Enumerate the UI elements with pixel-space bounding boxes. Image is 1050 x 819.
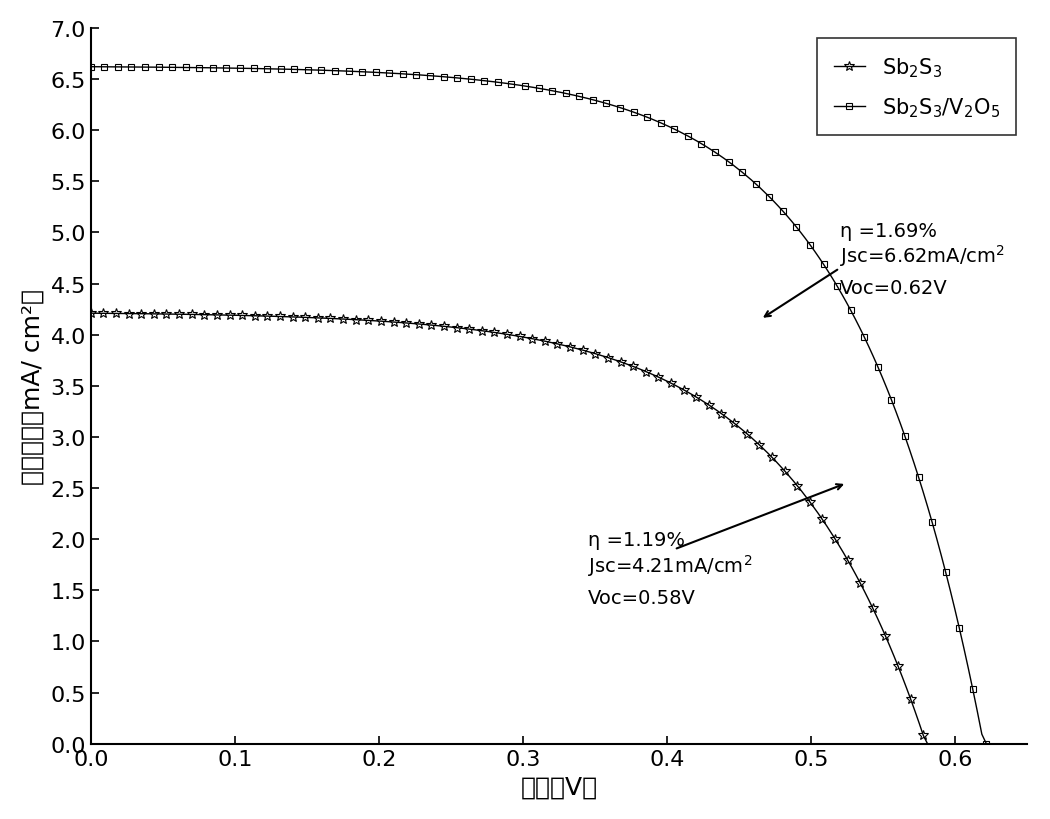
Sb$_2$S$_3$/V$_2$O$_5$ (940, 568, 952, 577)
Sb$_2$S$_3$/V$_2$O$_5$ (252, 65, 265, 75)
Text: η =1.19%: η =1.19% (588, 531, 685, 550)
Text: Voc=0.62V: Voc=0.62V (840, 278, 947, 297)
Sb$_2$S$_3$/V$_2$O$_5$ (980, 739, 992, 749)
Line: Sb$_2$S$_3$: Sb$_2$S$_3$ (86, 309, 932, 749)
Text: Jsc=4.21mA/cm$^2$: Jsc=4.21mA/cm$^2$ (588, 553, 752, 578)
Sb$_2$S$_3$/V$_2$O$_5$ (84, 63, 97, 73)
Sb$_2$S$_3$ (84, 309, 97, 319)
Text: Voc=0.58V: Voc=0.58V (588, 588, 695, 607)
Text: η =1.69%: η =1.69% (840, 221, 937, 240)
Y-axis label: 电流密度（mA/ cm²）: 电流密度（mA/ cm²） (21, 288, 45, 484)
X-axis label: 电压（V）: 电压（V） (520, 774, 597, 799)
Sb$_2$S$_3$/V$_2$O$_5$ (121, 63, 133, 73)
Text: Jsc=6.62mA/cm$^2$: Jsc=6.62mA/cm$^2$ (840, 243, 1005, 269)
Sb$_2$S$_3$/V$_2$O$_5$ (907, 459, 920, 468)
Sb$_2$S$_3$ (849, 571, 862, 581)
Sb$_2$S$_3$/V$_2$O$_5$ (985, 739, 998, 749)
Sb$_2$S$_3$ (118, 310, 130, 319)
Legend: Sb$_2$S$_3$, Sb$_2$S$_3$/V$_2$O$_5$: Sb$_2$S$_3$, Sb$_2$S$_3$/V$_2$O$_5$ (817, 39, 1016, 136)
Line: Sb$_2$S$_3$/V$_2$O$_5$: Sb$_2$S$_3$/V$_2$O$_5$ (87, 64, 994, 747)
Sb$_2$S$_3$ (308, 314, 320, 324)
Sb$_2$S$_3$ (921, 739, 933, 749)
Sb$_2$S$_3$/V$_2$O$_5$ (324, 66, 337, 76)
Sb$_2$S$_3$/V$_2$O$_5$ (139, 63, 151, 73)
Sb$_2$S$_3$ (879, 631, 891, 641)
Sb$_2$S$_3$ (240, 311, 253, 321)
Sb$_2$S$_3$ (134, 310, 147, 319)
